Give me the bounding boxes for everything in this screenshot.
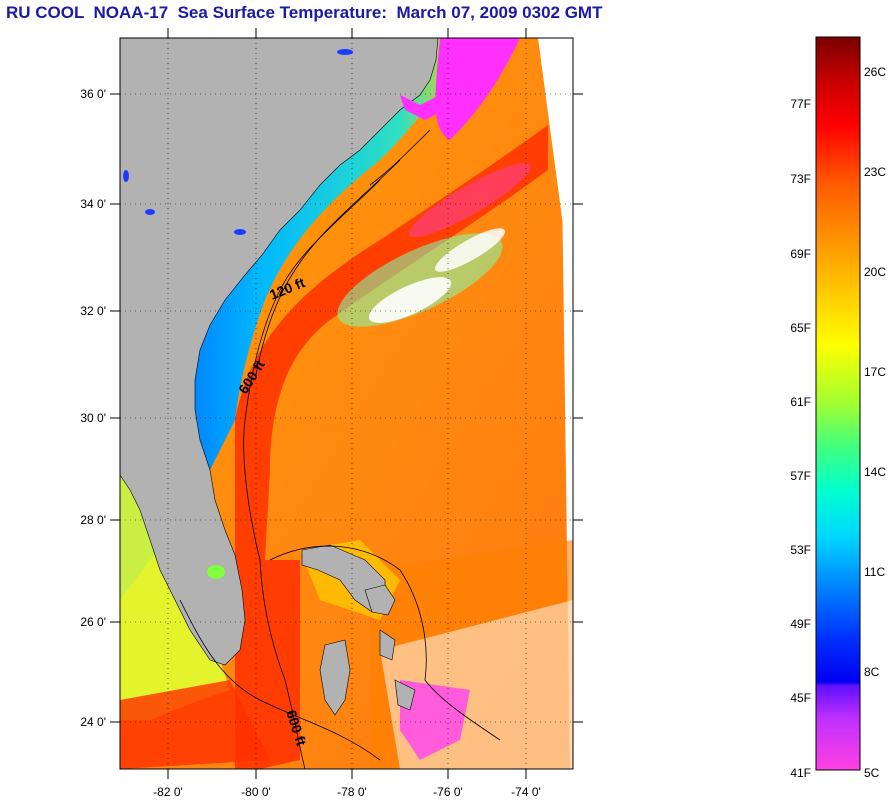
lon-label: -78 0' (337, 785, 367, 799)
lat-label: 24 0' (80, 715, 106, 729)
colorbar-c-label: 11C (864, 565, 885, 579)
lat-label: 34 0' (80, 197, 106, 211)
colorbar-f-label: 49F (790, 617, 811, 631)
colorbar-f-label: 61F (790, 395, 811, 409)
colorbar-c-label: 14C (864, 465, 886, 479)
island-andros (319, 639, 351, 716)
colorbar-c-label: 20C (864, 265, 886, 279)
colorbar-c-label: 17C (864, 365, 886, 379)
colorbar-c-label: 26C (864, 65, 886, 79)
land-mass (120, 38, 439, 666)
colorbar-f-label: 73F (790, 172, 811, 186)
lake (123, 170, 129, 182)
colorbar-c-label: 5C (864, 766, 880, 780)
lon-label: -74 0' (511, 785, 541, 799)
colorbar-f-label: 77F (790, 97, 811, 111)
colorbar-f-label: 41F (790, 766, 811, 780)
lon-label: -80 0' (241, 785, 271, 799)
map-frame (119, 37, 574, 770)
lat-label: 32 0' (80, 304, 106, 318)
colorbar-f-label: 65F (790, 321, 811, 335)
colorbar-f-label: 69F (790, 247, 811, 261)
colorbar-c-label: 23C (864, 165, 886, 179)
isobath-120 (254, 159, 401, 381)
lon-label: -82 0' (153, 785, 183, 799)
colorbar-f-label: 45F (790, 691, 811, 705)
page-title: RU COOL NOAA-17 Sea Surface Temperature:… (6, 3, 603, 22)
lat-label: 30 0' (80, 411, 106, 425)
lon-label: -76 0' (433, 785, 463, 799)
graticule (120, 38, 573, 769)
map-image (120, 38, 573, 769)
lat-label: 28 0' (80, 513, 106, 527)
axis-ticks (110, 28, 583, 779)
isobath-600 (243, 179, 381, 769)
lake-okeechobee (207, 565, 225, 579)
colorbar (815, 36, 861, 771)
colorbar-f-label: 53F (790, 543, 811, 557)
lat-label: 26 0' (80, 615, 106, 629)
lat-label: 36 0' (80, 87, 106, 101)
colorbar-f-label: 57F (790, 469, 811, 483)
colorbar-c-label: 8C (864, 665, 880, 679)
